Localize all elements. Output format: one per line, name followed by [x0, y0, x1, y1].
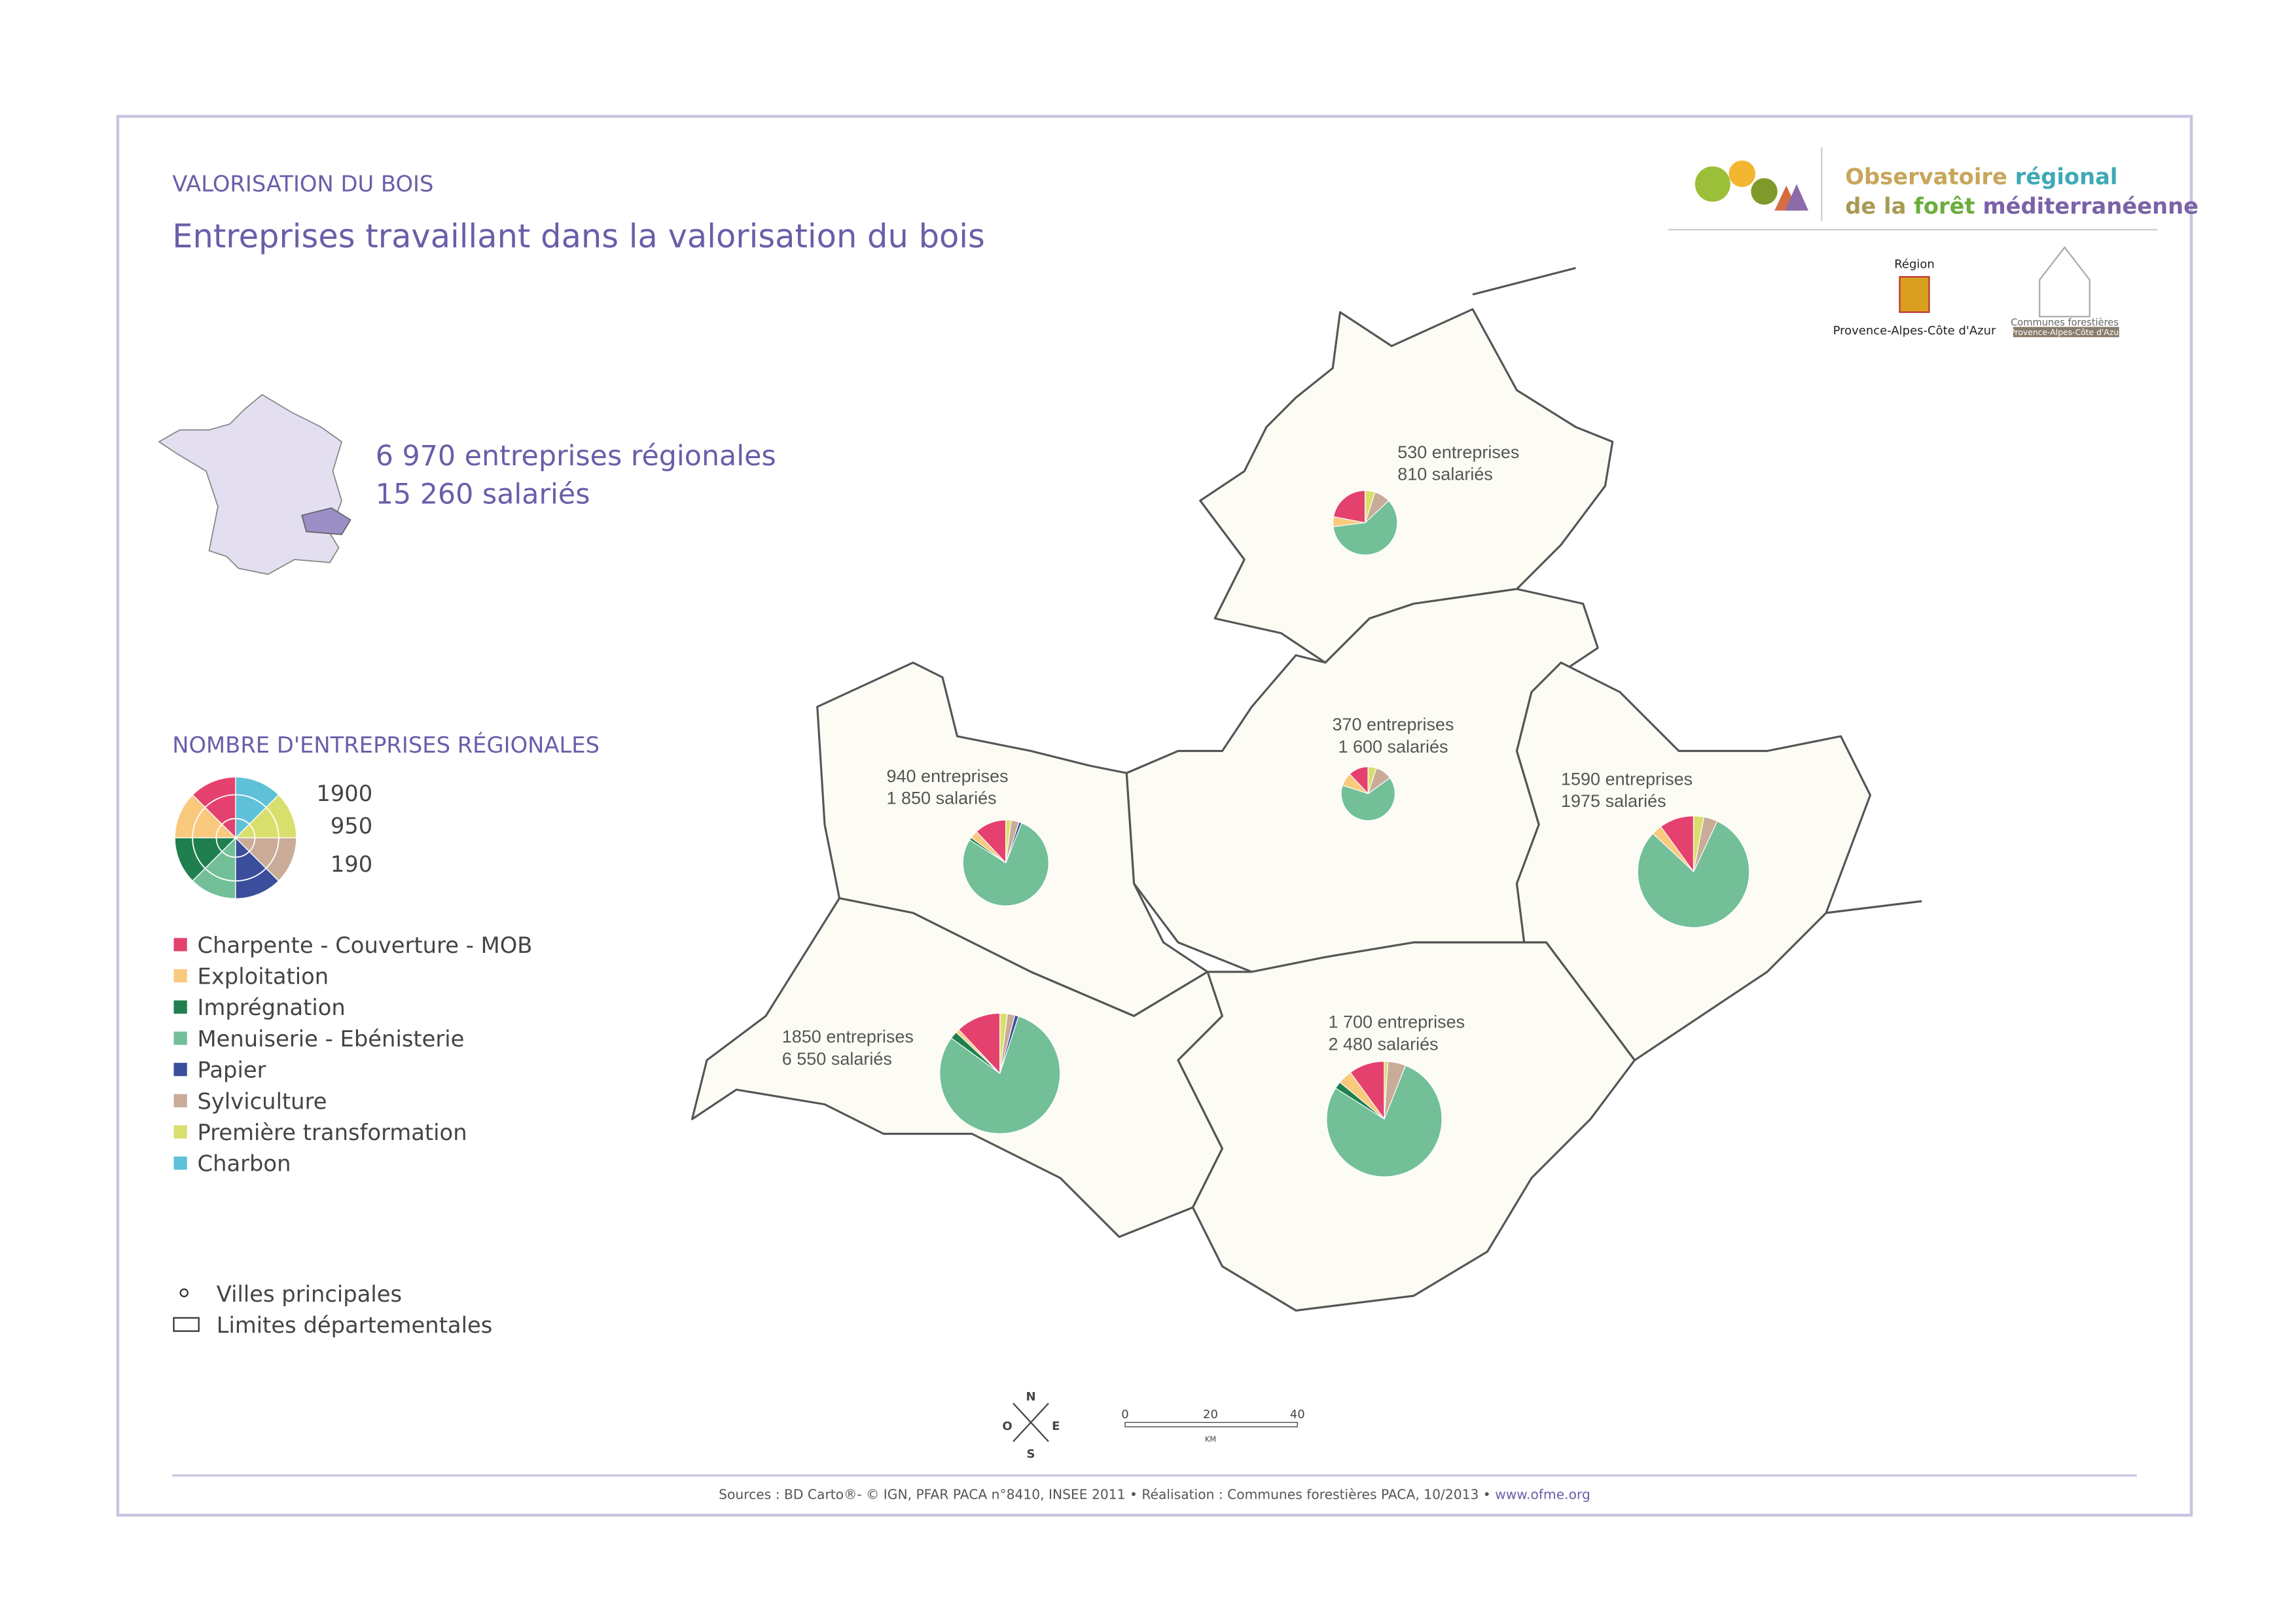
dept-entreprises: 1590 entreprises — [1561, 769, 1693, 789]
compass-e: E — [1052, 1419, 1060, 1433]
legend-size-label: 190 — [331, 851, 372, 877]
dept-salaries: 6 550 salariés — [782, 1049, 892, 1069]
pie-sector — [1637, 821, 1750, 928]
dept-entreprises: 530 entreprises — [1397, 442, 1519, 462]
compass-s: S — [1027, 1448, 1035, 1461]
summary-entreprises: 6 970 entreprises régionales — [376, 440, 776, 473]
title: Entreprises travaillant dans la valorisa… — [172, 217, 985, 255]
legend-size-label: 1900 — [316, 781, 372, 806]
legend-title: NOMBRE D'ENTREPRISES RÉGIONALES — [172, 732, 600, 758]
compass-n: N — [1026, 1390, 1035, 1404]
footer: Sources : BD Carto®- © IGN, PFAR PACA n°… — [719, 1487, 1590, 1503]
legend-limits: Limites départementales — [217, 1312, 493, 1338]
scale-tick: 40 — [1290, 1408, 1305, 1421]
region-name: Provence-Alpes-Côte d'Azur — [1833, 324, 1996, 338]
pie-sector — [1333, 490, 1366, 524]
summary-salaries: 15 260 salariés — [376, 478, 590, 511]
legend-swatch — [173, 1000, 187, 1014]
region-label: Région — [1894, 258, 1935, 272]
dept-salaries: 1 600 salariés — [1338, 737, 1448, 757]
logo-text: Observatoire régional — [1845, 164, 2117, 189]
france-inset — [158, 393, 351, 575]
pie-sector — [939, 1016, 1061, 1134]
scale-unit: KM — [1205, 1435, 1216, 1444]
pies: 530 entreprises 810 salariés 370 entrepris… — [782, 442, 1750, 1177]
scale-tick: 0 — [1121, 1408, 1128, 1421]
legend-label: Imprégnation — [198, 995, 346, 1020]
legend-size-label: 950 — [331, 813, 372, 839]
pie-sector — [1365, 490, 1376, 523]
kicker: VALORISATION DU BOIS — [172, 171, 433, 197]
legend-size-circle — [215, 817, 256, 858]
legend-swatch — [173, 1031, 187, 1045]
compass-o: O — [1002, 1419, 1012, 1433]
region-shield — [1899, 276, 1930, 313]
city-symbol — [179, 1288, 189, 1298]
legend-label: Menuiserie - Ebénisterie — [198, 1026, 465, 1052]
legend-swatch — [173, 1156, 187, 1170]
pie-sector — [1340, 777, 1395, 821]
legend-label: Sylviculture — [198, 1088, 327, 1114]
cofor-band — [2013, 327, 2119, 338]
legend-list: Charpente - Couverture - MOB Exploitation… — [173, 933, 533, 1177]
dept-salaries: 2 480 salariés — [1329, 1034, 1439, 1054]
dept-entreprises: 370 entreprises — [1332, 715, 1454, 734]
cofor-label: Communes forestières — [2011, 317, 2119, 328]
legend-label: Charpente - Couverture - MOB — [198, 933, 533, 958]
legend-pie: 1900 950 190 — [173, 776, 372, 900]
legend-swatch — [173, 969, 187, 983]
dept-entreprises: 940 entreprises — [887, 766, 1009, 786]
frame — [116, 115, 2193, 1517]
border — [1472, 266, 1576, 296]
pie-sector — [1333, 500, 1398, 556]
cofor-region: Provence-Alpes-Côte d'Azur — [2010, 328, 2123, 337]
pie-sector — [1326, 1065, 1443, 1177]
dept-entreprises: 1 700 entreprises — [1329, 1012, 1465, 1032]
dept-salaries: 1975 salariés — [1561, 791, 1666, 811]
legend-label: Charbon — [198, 1151, 291, 1177]
pie-sector — [962, 822, 1049, 906]
legend-size-circle — [173, 776, 298, 900]
compass: N O E S — [1002, 1390, 1060, 1461]
scale-bar: 0 20 40 KM — [1121, 1408, 1304, 1444]
limit-symbol — [173, 1317, 200, 1332]
legend-label: Papier — [198, 1058, 266, 1083]
legend-cities: Villes principales — [217, 1281, 402, 1307]
logo-text: de la forêt méditerranéenne — [1845, 193, 2198, 219]
legend-label: Exploitation — [198, 963, 329, 989]
dept-salaries: 810 salariés — [1397, 465, 1493, 484]
legend-swatch — [173, 938, 187, 952]
legend-label: Première transformation — [198, 1120, 467, 1145]
border — [1825, 900, 1922, 914]
logo: Observatoire régional de la forêt médite… — [1668, 147, 2198, 338]
legend-swatch — [173, 1063, 187, 1077]
legend-swatch — [173, 1125, 187, 1139]
legend-swatch — [173, 1094, 187, 1108]
scale-tick: 20 — [1203, 1408, 1218, 1421]
legend-size-circle — [192, 794, 279, 882]
dept-salaries: 1 850 salariés — [887, 789, 997, 808]
pie-sector — [958, 1012, 1001, 1075]
pie-sector — [1367, 766, 1377, 794]
dept-entreprises: 1850 entreprises — [782, 1027, 914, 1046]
